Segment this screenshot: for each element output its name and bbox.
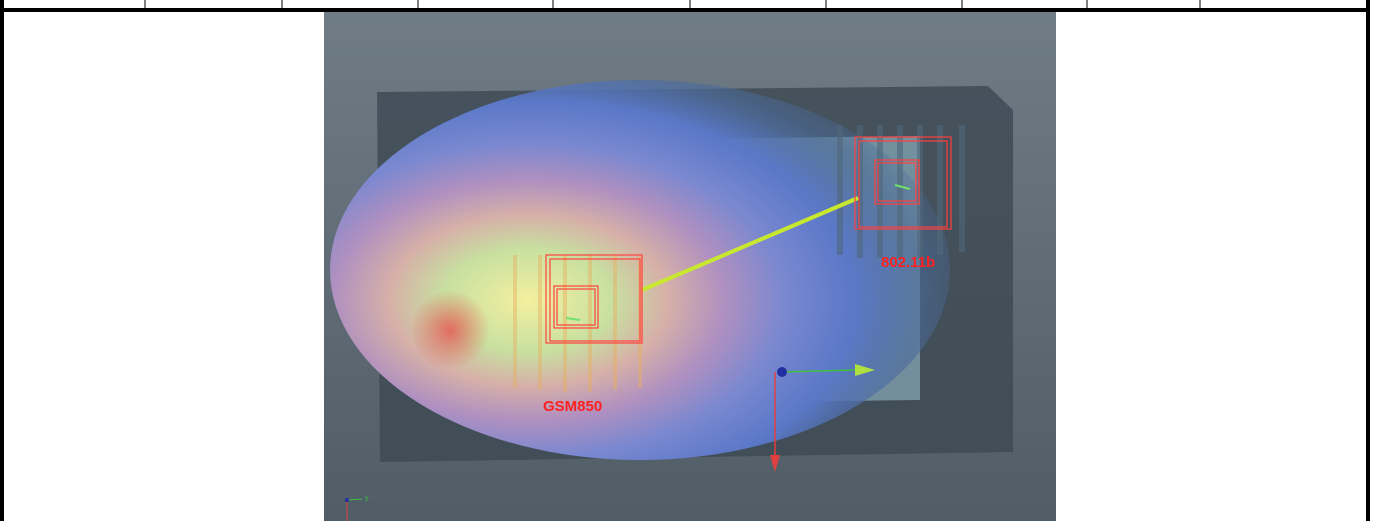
device-label: 802.11b (881, 254, 935, 271)
device-label: GSM850 (543, 398, 602, 415)
simulation-view: 802.11b GSM850 y (324, 12, 1056, 521)
axis-label: y (365, 495, 369, 502)
